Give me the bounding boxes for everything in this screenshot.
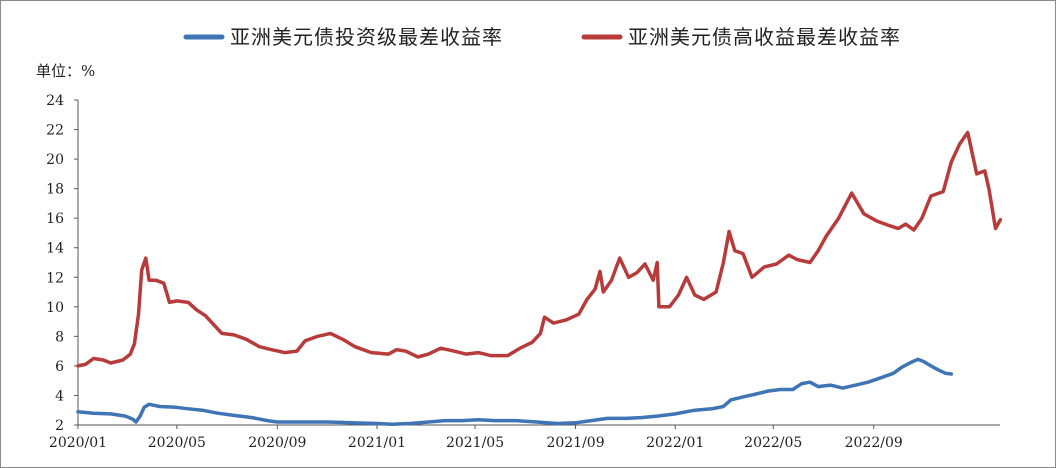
y-tick-label: 4 (55, 388, 64, 404)
y-tick-label: 16 (46, 211, 64, 227)
legend-label-ig: 亚洲美元债投资级最差收益率 (230, 25, 503, 49)
x-tick-label: 2022/01 (646, 435, 704, 451)
y-tick-label: 2 (55, 418, 64, 434)
x-tick-label: 2020/05 (148, 435, 206, 451)
y-tick-label: 24 (46, 93, 64, 109)
series-line-hy (76, 130, 1003, 368)
x-tick-label: 2021/01 (348, 435, 406, 451)
y-axis-unit-label: 单位：% (36, 62, 95, 80)
x-tick-label: 2022/09 (845, 435, 903, 451)
y-tick-label: 14 (46, 241, 64, 257)
y-tick-label: 12 (46, 270, 64, 286)
y-tick-label: 6 (55, 359, 64, 375)
y-tick-label: 22 (46, 123, 64, 139)
legend-label-hy: 亚洲美元债高收益最差收益率 (628, 25, 901, 49)
x-tick-label: 2021/05 (446, 435, 504, 451)
x-tick-label: 2020/09 (248, 435, 306, 451)
series-line-ig (76, 357, 954, 427)
x-tick-label: 2022/05 (744, 435, 802, 451)
y-tick-label: 8 (55, 329, 64, 345)
y-tick-label: 20 (46, 152, 64, 168)
x-tick-label: 2021/09 (546, 435, 604, 451)
y-tick-label: 10 (46, 300, 64, 316)
x-tick-label: 2020/01 (49, 435, 107, 451)
legend: 亚洲美元债投资级最差收益率 亚洲美元债高收益最差收益率 (183, 25, 901, 49)
series-layer (76, 130, 1003, 427)
y-tick-label: 18 (46, 182, 64, 198)
